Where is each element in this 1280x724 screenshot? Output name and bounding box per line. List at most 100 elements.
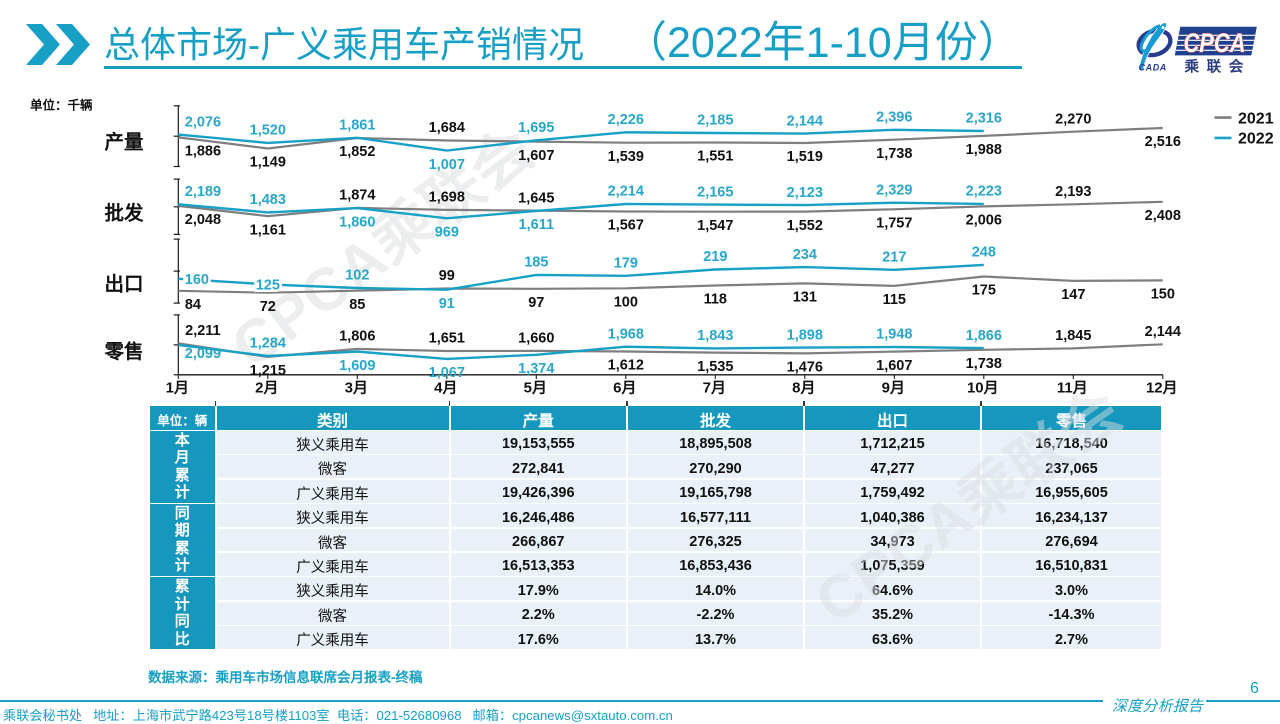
svg-text:969: 969 (435, 225, 459, 241)
svg-text:1,651: 1,651 (429, 331, 465, 347)
svg-text:10月: 10月 (967, 380, 999, 397)
svg-text:150: 150 (1151, 287, 1175, 303)
svg-text:9月: 9月 (882, 380, 905, 397)
svg-text:2月: 2月 (255, 380, 278, 397)
svg-text:1,007: 1,007 (429, 157, 465, 173)
svg-text:2,396: 2,396 (876, 110, 912, 126)
svg-text:2,048: 2,048 (185, 212, 221, 228)
svg-text:零售: 零售 (103, 340, 143, 363)
svg-text:1,866: 1,866 (966, 328, 1002, 344)
svg-text:1,611: 1,611 (519, 217, 555, 233)
svg-text:72: 72 (260, 299, 276, 315)
svg-text:1,607: 1,607 (518, 148, 554, 164)
svg-text:2,214: 2,214 (608, 184, 644, 200)
svg-text:2,316: 2,316 (966, 111, 1002, 127)
svg-text:2,144: 2,144 (787, 113, 823, 129)
svg-text:2,329: 2,329 (876, 182, 912, 198)
svg-text:1,861: 1,861 (339, 118, 375, 134)
svg-text:97: 97 (528, 295, 544, 311)
svg-text:出口: 出口 (104, 273, 143, 296)
svg-text:1,149: 1,149 (250, 155, 286, 171)
svg-text:234: 234 (793, 247, 817, 263)
svg-text:102: 102 (345, 268, 369, 284)
svg-text:8月: 8月 (792, 380, 815, 397)
svg-text:1,567: 1,567 (608, 218, 644, 234)
svg-text:1,806: 1,806 (339, 329, 375, 345)
svg-text:批发: 批发 (104, 202, 144, 225)
svg-text:1,284: 1,284 (250, 336, 286, 352)
svg-text:1,886: 1,886 (185, 144, 221, 160)
svg-text:2,189: 2,189 (185, 184, 221, 200)
svg-text:99: 99 (439, 268, 455, 284)
svg-text:2,516: 2,516 (1145, 134, 1181, 150)
svg-text:1,684: 1,684 (429, 120, 465, 136)
svg-text:1,374: 1,374 (518, 361, 554, 377)
svg-text:2021: 2021 (1238, 110, 1274, 127)
svg-text:1,660: 1,660 (518, 331, 554, 347)
svg-text:1,645: 1,645 (518, 190, 554, 206)
svg-text:7月: 7月 (703, 380, 726, 397)
svg-text:160: 160 (185, 272, 209, 288)
svg-text:1,215: 1,215 (250, 363, 286, 379)
svg-text:118: 118 (704, 292, 727, 308)
svg-text:131: 131 (793, 290, 817, 306)
svg-text:1,698: 1,698 (429, 190, 465, 206)
svg-text:1,738: 1,738 (966, 356, 1002, 372)
svg-text:1,483: 1,483 (250, 192, 286, 208)
svg-text:3月: 3月 (345, 380, 368, 397)
svg-text:91: 91 (439, 296, 455, 312)
svg-text:84: 84 (185, 297, 201, 313)
svg-text:1,948: 1,948 (876, 327, 912, 343)
svg-text:1,860: 1,860 (339, 214, 375, 230)
svg-text:217: 217 (882, 250, 906, 266)
svg-text:2,226: 2,226 (608, 112, 644, 128)
svg-text:1,695: 1,695 (518, 120, 554, 136)
svg-text:1,609: 1,609 (339, 358, 375, 374)
svg-text:2,223: 2,223 (966, 184, 1002, 200)
svg-text:1,161: 1,161 (250, 222, 286, 238)
svg-text:CPCA: CPCA (1184, 28, 1246, 58)
svg-text:1,852: 1,852 (339, 144, 375, 160)
svg-text:1,612: 1,612 (608, 358, 644, 374)
svg-text:248: 248 (972, 245, 996, 261)
svg-text:12月: 12月 (1146, 380, 1178, 397)
svg-text:1,520: 1,520 (250, 123, 286, 139)
svg-text:1,535: 1,535 (697, 359, 733, 375)
svg-text:2,408: 2,408 (1145, 208, 1181, 224)
svg-text:2022: 2022 (1238, 131, 1274, 148)
svg-text:1,738: 1,738 (876, 146, 912, 162)
svg-text:CPCA乘联会: CPCA乘联会 (803, 380, 1134, 636)
svg-text:1,968: 1,968 (608, 326, 644, 342)
svg-text:147: 147 (1061, 287, 1085, 303)
svg-text:1,874: 1,874 (339, 188, 375, 204)
svg-text:5月: 5月 (524, 380, 547, 397)
svg-text:2,144: 2,144 (1145, 324, 1181, 340)
svg-text:1,988: 1,988 (966, 142, 1002, 158)
svg-text:2,211: 2,211 (185, 323, 221, 339)
svg-text:1,067: 1,067 (429, 365, 465, 381)
svg-text:1,898: 1,898 (787, 327, 823, 343)
svg-text:产量: 产量 (104, 131, 143, 154)
svg-text:乘联会: 乘联会 (1184, 58, 1251, 76)
svg-text:85: 85 (349, 297, 365, 313)
svg-text:单位：千辆: 单位：千辆 (30, 98, 93, 113)
svg-text:1,551: 1,551 (697, 149, 733, 165)
svg-text:2,270: 2,270 (1055, 111, 1091, 127)
svg-text:185: 185 (524, 255, 548, 271)
svg-text:2,165: 2,165 (697, 184, 733, 200)
svg-text:1,519: 1,519 (787, 149, 823, 165)
svg-text:175: 175 (972, 283, 996, 299)
svg-text:1月: 1月 (166, 380, 189, 397)
svg-text:2,076: 2,076 (185, 114, 221, 130)
svg-text:CADA: CADA (1139, 63, 1167, 73)
svg-text:1,607: 1,607 (876, 358, 912, 374)
svg-text:6月: 6月 (613, 380, 636, 397)
svg-text:2,123: 2,123 (787, 185, 823, 201)
svg-text:125: 125 (256, 278, 280, 294)
svg-text:11月: 11月 (1057, 380, 1088, 397)
svg-text:2,193: 2,193 (1055, 184, 1091, 200)
svg-text:2,185: 2,185 (697, 113, 733, 129)
svg-text:179: 179 (614, 256, 638, 272)
svg-text:1,552: 1,552 (787, 218, 823, 234)
svg-text:2,006: 2,006 (966, 213, 1002, 229)
